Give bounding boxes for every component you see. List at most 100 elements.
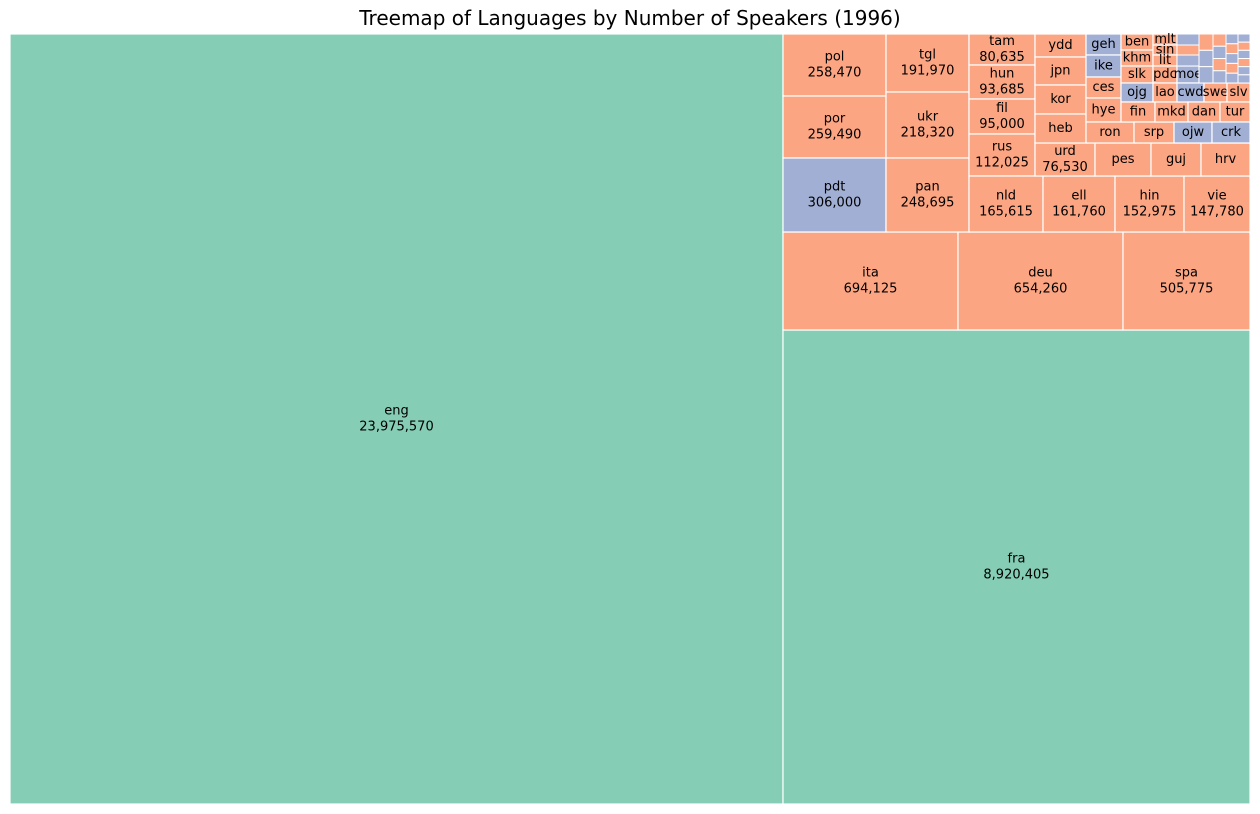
treemap-small-cell — [1225, 62, 1239, 74]
treemap-label-hye: hye — [1092, 103, 1116, 118]
treemap-label-mlt: mlt — [1154, 32, 1175, 47]
treemap-label-tam: tam — [989, 34, 1015, 49]
treemap-label-srp: srp — [1144, 125, 1164, 140]
treemap-value-fra: 8,920,405 — [983, 568, 1049, 583]
treemap-label-ces: ces — [1093, 80, 1115, 95]
treemap-label-nld: nld — [996, 189, 1016, 204]
treemap-label-ell: ell — [1071, 189, 1086, 204]
treemap-label-crk: crk — [1221, 125, 1241, 140]
treemap-small-cell — [1237, 66, 1251, 76]
treemap-cell-tam — [968, 33, 1036, 66]
treemap-value-vie: 147,780 — [1190, 205, 1244, 220]
treemap-small-cell — [1237, 41, 1251, 51]
treemap-label-ojg: ojg — [1127, 85, 1147, 100]
treemap-cell-vie — [1183, 175, 1251, 233]
treemap-cell-nld — [968, 175, 1044, 233]
treemap-label-fil: fil — [996, 101, 1008, 116]
treemap-label-pdt: pdt — [824, 180, 846, 195]
treemap-value-pdt: 306,000 — [808, 196, 862, 211]
treemap-cell-spa — [1122, 231, 1251, 331]
treemap-cell-hin — [1114, 175, 1185, 233]
treemap-value-hin: 152,975 — [1123, 205, 1177, 220]
treemap-value-urd: 76,530 — [1042, 160, 1088, 175]
treemap-small-cell — [1176, 54, 1200, 67]
treemap-value-por: 259,490 — [808, 128, 862, 143]
treemap-cell-jpn — [1034, 56, 1087, 86]
treemap-label-spa: spa — [1175, 266, 1198, 281]
treemap-label-guj: guj — [1166, 152, 1186, 167]
treemap-label-pan: pan — [915, 180, 939, 195]
treemap-label-tgl: tgl — [919, 48, 936, 63]
treemap-value-ell: 161,760 — [1052, 205, 1106, 220]
treemap-small-cell — [1198, 33, 1214, 51]
treemap-label-moe: moe — [1174, 67, 1203, 82]
treemap-label-swe: swe — [1203, 85, 1228, 100]
treemap-label-ike: ike — [1094, 59, 1113, 74]
treemap-small-cell — [1198, 66, 1214, 84]
treemap-label-jpn: jpn — [1049, 64, 1070, 79]
treemap-label-eng: eng — [384, 404, 409, 419]
treemap-small-cell — [1237, 33, 1251, 43]
treemap-label-vie: vie — [1207, 189, 1226, 204]
treemap-label-fin: fin — [1130, 105, 1146, 120]
treemap-label-pes: pes — [1111, 152, 1134, 167]
treemap-cell-urd — [1034, 142, 1096, 177]
treemap-value-deu: 654,260 — [1014, 282, 1068, 297]
treemap-small-cell — [1176, 44, 1200, 56]
treemap-value-hun: 93,685 — [979, 83, 1025, 98]
chart-title: Treemap of Languages by Number of Speake… — [359, 6, 901, 30]
treemap-cell-deu — [957, 231, 1124, 331]
treemap-label-urd: urd — [1054, 144, 1076, 159]
treemap-cell-ukr — [885, 91, 970, 159]
treemap-cell-fra — [782, 329, 1251, 805]
treemap-cell-pol — [782, 33, 887, 97]
treemap-label-pdc: pdc — [1153, 67, 1177, 82]
treemap-label-lao: lao — [1155, 85, 1175, 100]
treemap-label-ydd: ydd — [1048, 38, 1072, 53]
treemap-cell-pdt — [782, 157, 887, 233]
treemap-label-lit: lit — [1159, 53, 1171, 68]
treemap-label-ben: ben — [1125, 35, 1150, 50]
treemap-cell-eng — [9, 33, 784, 805]
treemap-small-cell — [1176, 33, 1200, 46]
treemap-value-pol: 258,470 — [808, 66, 862, 81]
treemap-value-ukr: 218,320 — [901, 126, 955, 141]
treemap-label-hin: hin — [1139, 189, 1159, 204]
treemap-small-cell — [1212, 58, 1227, 72]
treemap-value-fil: 95,000 — [979, 117, 1025, 132]
treemap-label-rus: rus — [992, 140, 1013, 155]
treemap-value-nld: 165,615 — [979, 205, 1033, 220]
treemap-small-cell — [1237, 74, 1251, 84]
treemap-cell-crk — [1211, 121, 1251, 144]
treemap-label-ita: ita — [862, 266, 879, 281]
treemap-small-cell — [1237, 49, 1251, 59]
treemap-label-fra: fra — [1008, 552, 1026, 567]
treemap-value-ita: 694,125 — [844, 282, 898, 297]
treemap-small-cell — [1225, 33, 1239, 45]
treemap-value-eng: 23,975,570 — [359, 420, 433, 435]
treemap-small-cell — [1225, 72, 1239, 84]
treemap-small-cell — [1237, 58, 1251, 68]
treemap-value-tam: 80,635 — [979, 50, 1025, 65]
treemap-small-cell — [1198, 49, 1214, 68]
treemap-value-tgl: 191,970 — [901, 64, 955, 79]
treemap-cell-ell — [1042, 175, 1116, 233]
treemap-label-khm: khm — [1123, 51, 1151, 66]
treemap-small-cell — [1225, 43, 1239, 55]
treemap-label-mkd: mkd — [1157, 105, 1185, 120]
treemap-cell-fil — [968, 98, 1036, 135]
treemap-value-rus: 112,025 — [975, 156, 1029, 171]
treemap-small-cell — [1212, 45, 1227, 59]
treemap-label-geh: geh — [1091, 37, 1116, 52]
treemap-value-spa: 505,775 — [1160, 282, 1214, 297]
treemap-cell-hrv — [1200, 142, 1251, 177]
treemap-cell-heb — [1034, 113, 1087, 144]
treemap-cell-kor — [1034, 84, 1087, 115]
treemap-small-cell — [1225, 53, 1239, 64]
treemap-label-kor: kor — [1050, 92, 1071, 107]
treemap-label-tur: tur — [1226, 105, 1245, 120]
treemap-label-hrv: hrv — [1215, 152, 1237, 167]
treemap-value-pan: 248,695 — [901, 196, 955, 211]
treemap-label-hun: hun — [990, 67, 1015, 82]
